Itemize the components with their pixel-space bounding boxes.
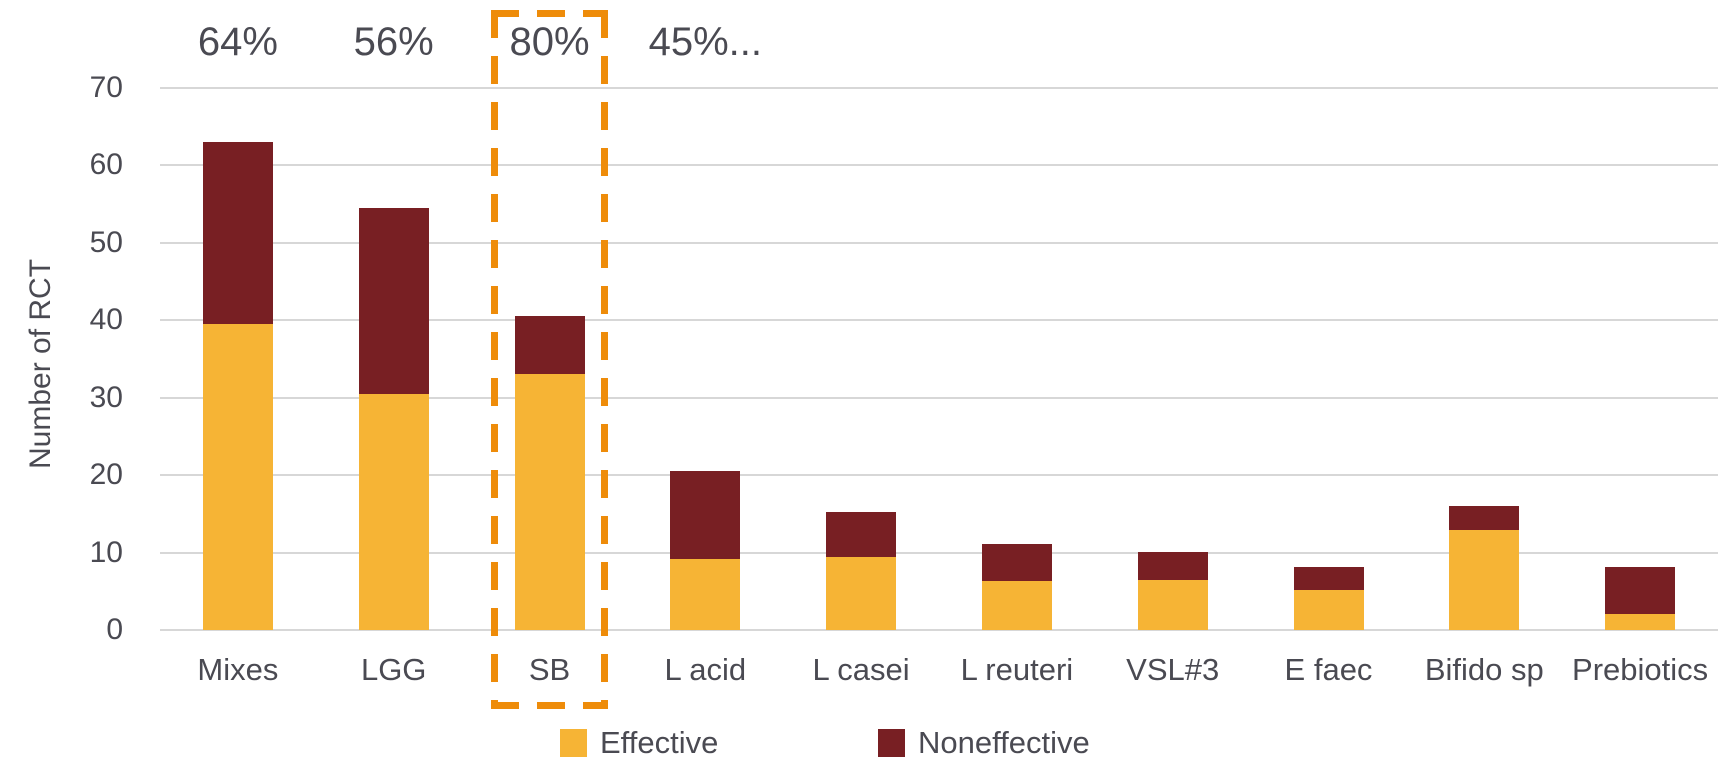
percent-annotation: 45%...: [648, 20, 762, 64]
bar-effective-segment: [826, 557, 897, 630]
bar-noneffective-segment: [1293, 566, 1364, 590]
bar-noneffective-segment: [358, 208, 429, 394]
gridline: [160, 319, 1718, 322]
category-label: L acid: [664, 652, 747, 687]
gridline: [160, 551, 1718, 554]
highlight-box-edge: [491, 10, 498, 709]
y-axis-tick-label: 10: [89, 535, 123, 569]
bar-noneffective-segment: [1449, 506, 1520, 531]
legend-label: Noneffective: [918, 725, 1090, 760]
legend-item-effective: Effective: [560, 725, 718, 761]
bar-effective-segment: [981, 581, 1052, 630]
legend-swatch-effective: [560, 729, 587, 757]
bar-noneffective-segment: [514, 316, 585, 375]
gridline: [160, 87, 1718, 89]
category-label: E faec: [1284, 652, 1373, 687]
highlight-box-edge: [491, 702, 608, 709]
gridline: [160, 396, 1718, 399]
bar-noneffective-segment: [1137, 551, 1208, 580]
gridline: [160, 474, 1718, 477]
highlight-box-edge: [491, 10, 608, 17]
bar-effective-segment: [670, 558, 741, 630]
category-label: L reuteri: [960, 652, 1074, 687]
bar-effective-segment: [1293, 589, 1364, 630]
percent-annotation: 64%: [197, 20, 278, 64]
legend-swatch-noneffective: [878, 729, 905, 757]
y-axis-tick-label: 30: [89, 380, 123, 414]
bar-noneffective-segment: [826, 512, 897, 558]
y-axis-tick-label: 0: [106, 613, 123, 646]
bar-noneffective-segment: [981, 544, 1052, 582]
category-label: VSL#3: [1126, 652, 1220, 687]
y-axis-tick-label: 60: [89, 148, 123, 182]
legend-label: Effective: [600, 725, 719, 760]
bar-effective-segment: [1449, 530, 1520, 630]
highlight-box-edge: [601, 10, 608, 709]
sb-highlight-box: [491, 10, 608, 709]
category-label: Mixes: [197, 652, 279, 687]
bar-effective-segment: [1137, 579, 1208, 630]
bar-effective-segment: [358, 393, 429, 630]
category-label: L casei: [812, 652, 910, 687]
category-label: SB: [528, 652, 571, 687]
bar-noneffective-segment: [670, 471, 741, 559]
y-axis-tick-label: 40: [89, 303, 123, 337]
category-label: Bifido sp: [1424, 652, 1544, 687]
y-axis-tick-label: 20: [89, 458, 123, 492]
y-axis-tick-label: 70: [89, 71, 123, 104]
percent-annotation: 80%: [509, 20, 590, 64]
category-label: Prebiotics: [1572, 652, 1709, 687]
bar-effective-segment: [514, 374, 585, 630]
gridline: [160, 629, 1718, 631]
y-axis-tick-label: 50: [89, 225, 123, 259]
percent-annotation: 56%: [353, 20, 434, 64]
legend-item-noneffective: Noneffective: [878, 725, 1090, 761]
gridline: [160, 164, 1718, 167]
bar-effective-segment: [1605, 613, 1676, 630]
bar-noneffective-segment: [202, 142, 273, 325]
category-label: LGG: [360, 652, 427, 687]
gridline: [160, 241, 1718, 244]
bar-noneffective-segment: [1605, 567, 1676, 614]
bar-effective-segment: [202, 324, 273, 630]
